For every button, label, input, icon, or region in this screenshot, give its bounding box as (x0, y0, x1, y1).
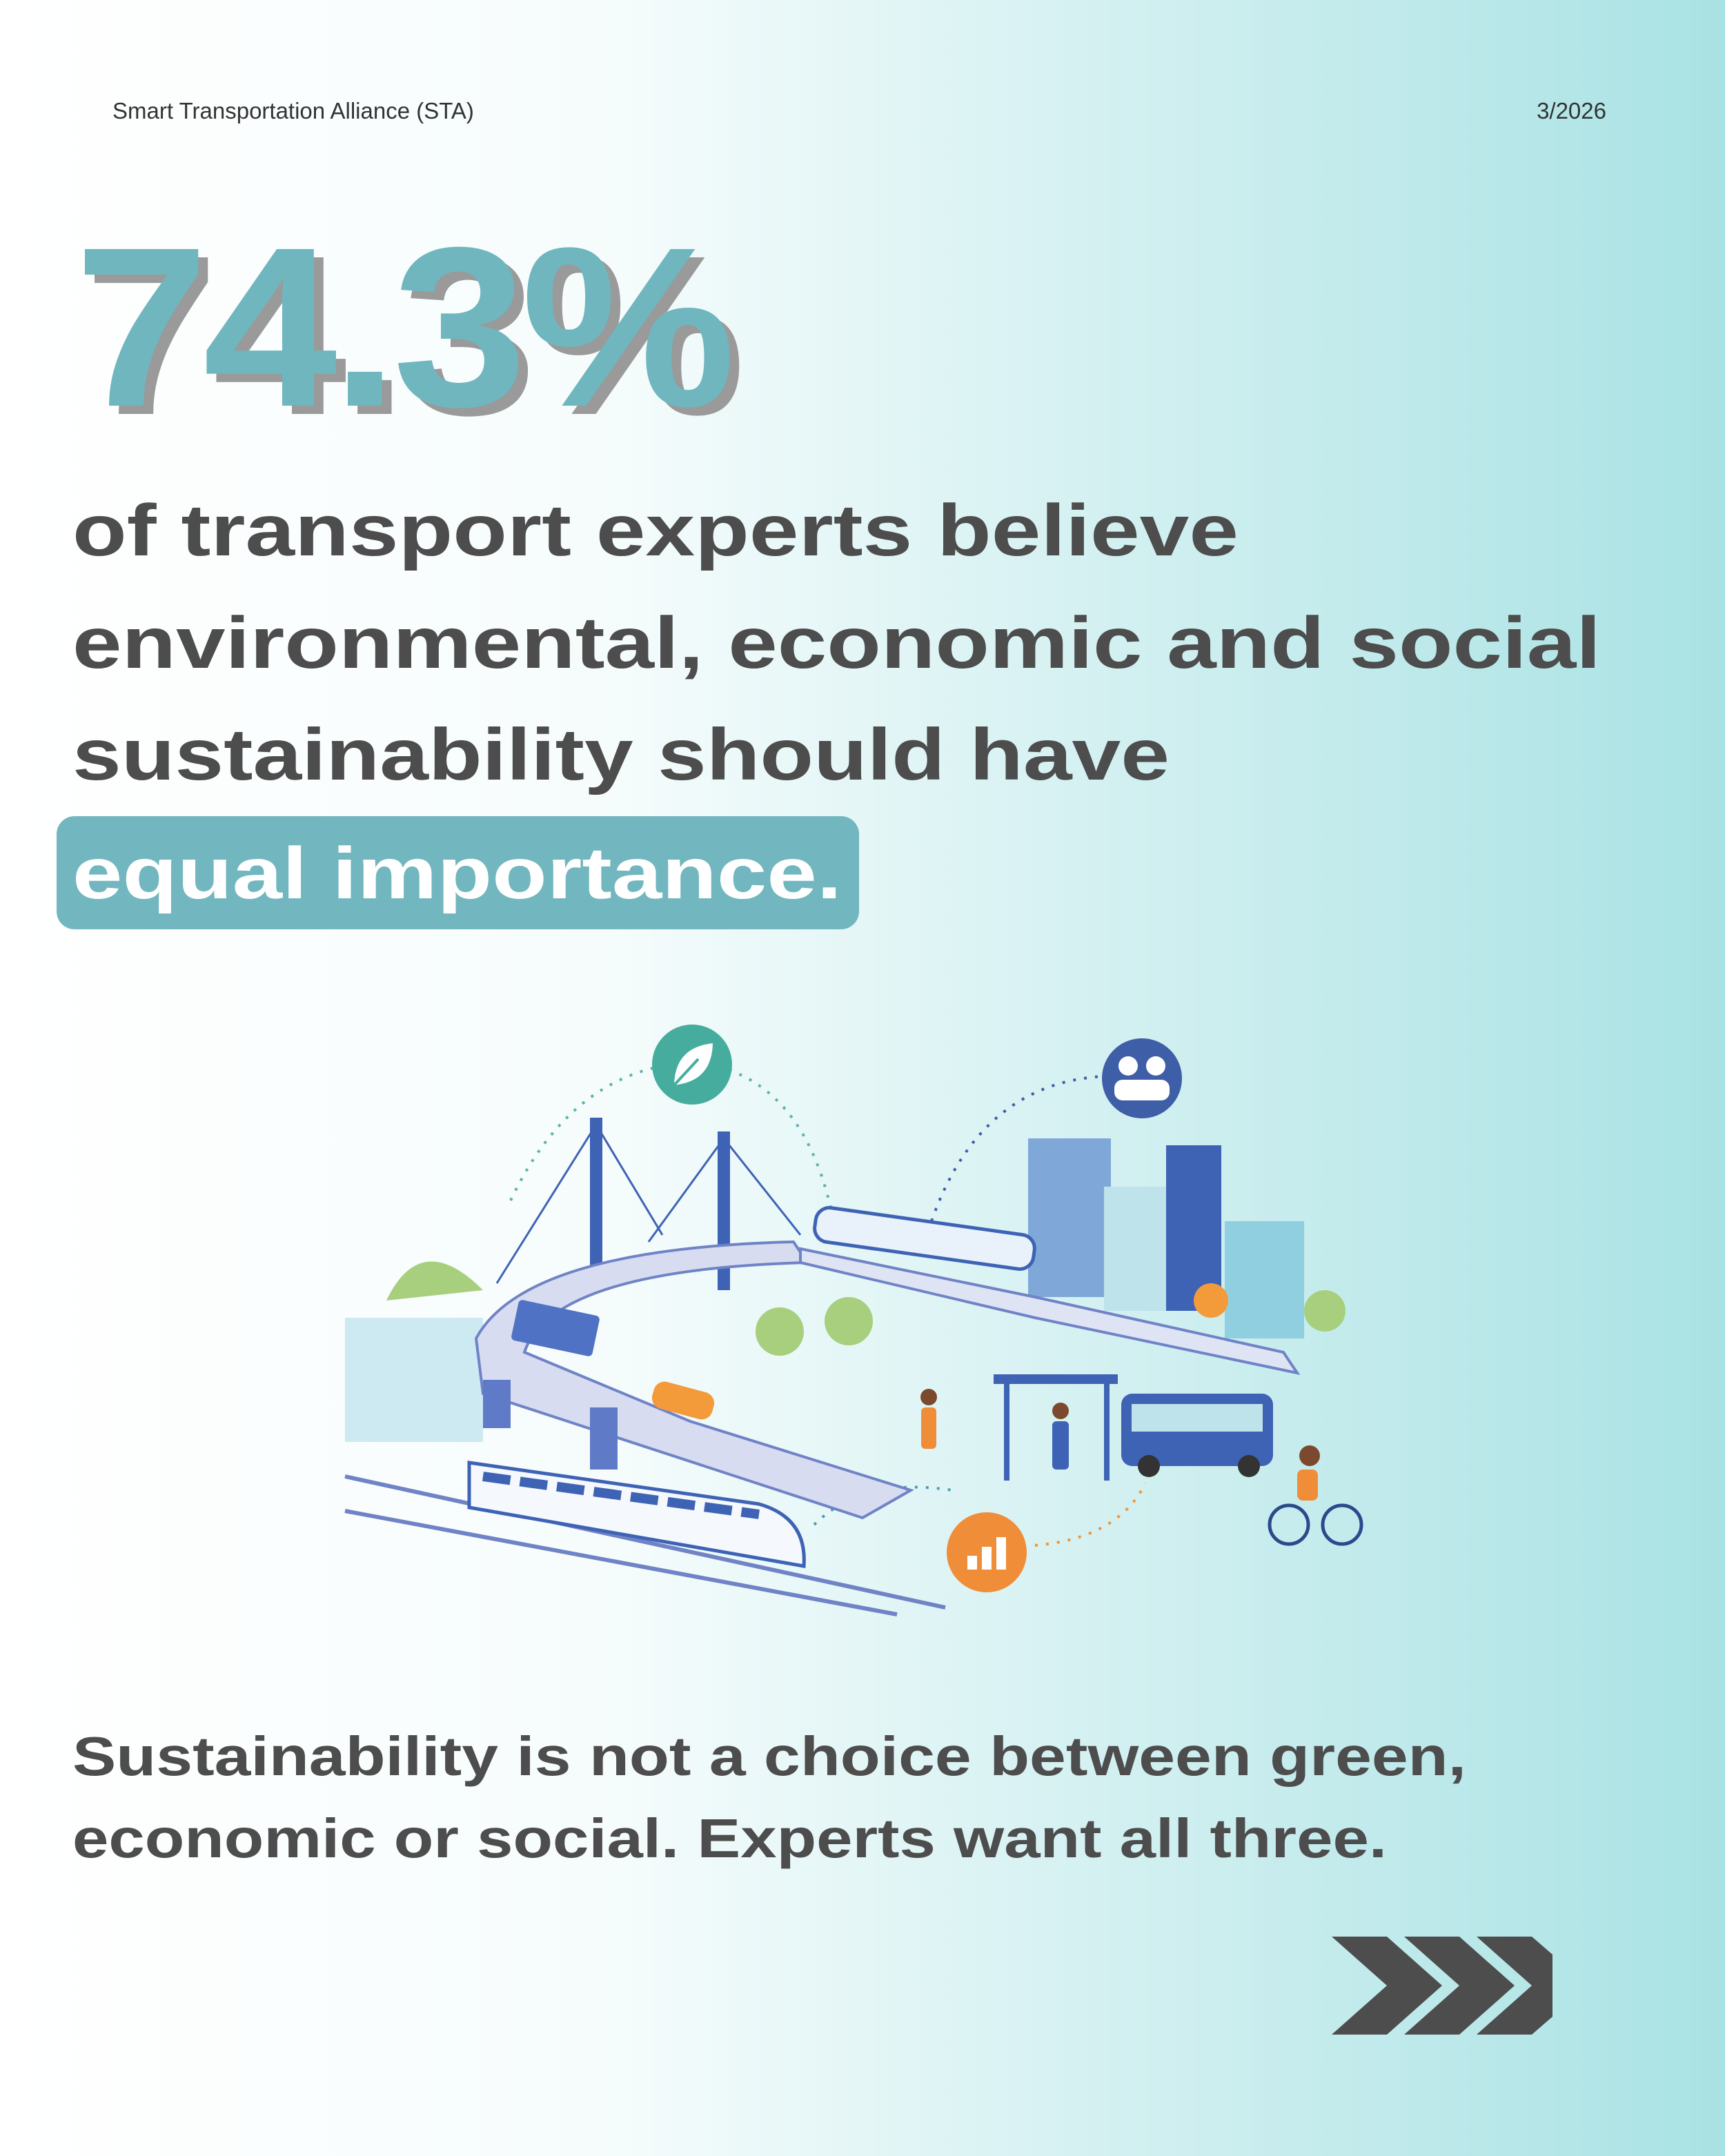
illustration-shape (1404, 1937, 1515, 2035)
illustration-shape (756, 1307, 804, 1356)
illustration-shape (967, 1556, 977, 1570)
stat-shadow: 74.3% (84, 208, 742, 462)
statement-highlight: equal importance. (72, 833, 842, 914)
organization: Smart Transportation Alliance (STA) (112, 98, 474, 123)
illustration-shape (651, 1381, 715, 1420)
illustration-shape (982, 1547, 992, 1570)
illustration-shape (495, 1124, 802, 1284)
illustration-shape (1477, 1937, 1552, 2035)
illustration-shape (1194, 1283, 1228, 1318)
illustration-shape (1146, 1056, 1165, 1076)
date: 3/2026 (1537, 98, 1606, 123)
illustration-shape (1102, 1038, 1182, 1118)
illustration-shape (799, 1247, 1301, 1375)
illustration-shape (1299, 1445, 1320, 1466)
illustration-shape (345, 1318, 483, 1442)
illustration-shape (1052, 1403, 1069, 1419)
illustration-shape (1004, 1384, 1009, 1481)
illustration-shape (386, 1261, 483, 1300)
illustration-shape (920, 1389, 937, 1405)
illustration-shape (482, 1472, 760, 1519)
illustration-shape (1114, 1080, 1170, 1100)
illustration-shape (1104, 1384, 1110, 1481)
illustration-shape (1138, 1455, 1160, 1477)
illustration-shape (344, 1509, 898, 1616)
illustration-shape (1052, 1421, 1069, 1470)
illustration-shape (813, 1206, 1036, 1271)
illustration-shape (1321, 1503, 1363, 1546)
illustration-shape (825, 1297, 873, 1345)
statement-line: of transport experts believe (72, 490, 1239, 571)
illustration-shape (921, 1407, 936, 1449)
illustration-shape (467, 1461, 806, 1568)
illustration-shape (590, 1407, 618, 1470)
illustration-shape (1297, 1470, 1318, 1501)
transport-illustration (344, 1025, 1363, 1616)
illustration-shape (344, 1474, 946, 1610)
illustration-shape (590, 1118, 602, 1276)
illustration-shape (1332, 1937, 1442, 2035)
illustration-shape (994, 1374, 1118, 1384)
statement-line: environmental, economic and social (72, 602, 1601, 684)
illustration-shape (1304, 1290, 1346, 1332)
illustration-shape (1118, 1056, 1138, 1076)
statement-line: sustainability should have (72, 714, 1170, 795)
next-arrows (1332, 1937, 1552, 2035)
highlight-box (57, 816, 859, 929)
footer-line: Sustainability is not a choice between g… (72, 1725, 1466, 1787)
footer-line: economic or social. Experts want all thr… (72, 1808, 1387, 1869)
illustration-shape (483, 1380, 511, 1428)
illustration-shape (511, 1300, 600, 1356)
illustration-shape (1238, 1455, 1260, 1477)
illustration-shape (1225, 1221, 1304, 1338)
illustration-shape (1166, 1145, 1221, 1311)
illustration-shape (1268, 1503, 1310, 1546)
illustration-shape (671, 1040, 716, 1089)
stat-value: 74.3% (75, 199, 733, 454)
illustration-shape (996, 1537, 1006, 1570)
illustration-shape (1028, 1138, 1111, 1297)
illustration-shape (1132, 1404, 1263, 1432)
